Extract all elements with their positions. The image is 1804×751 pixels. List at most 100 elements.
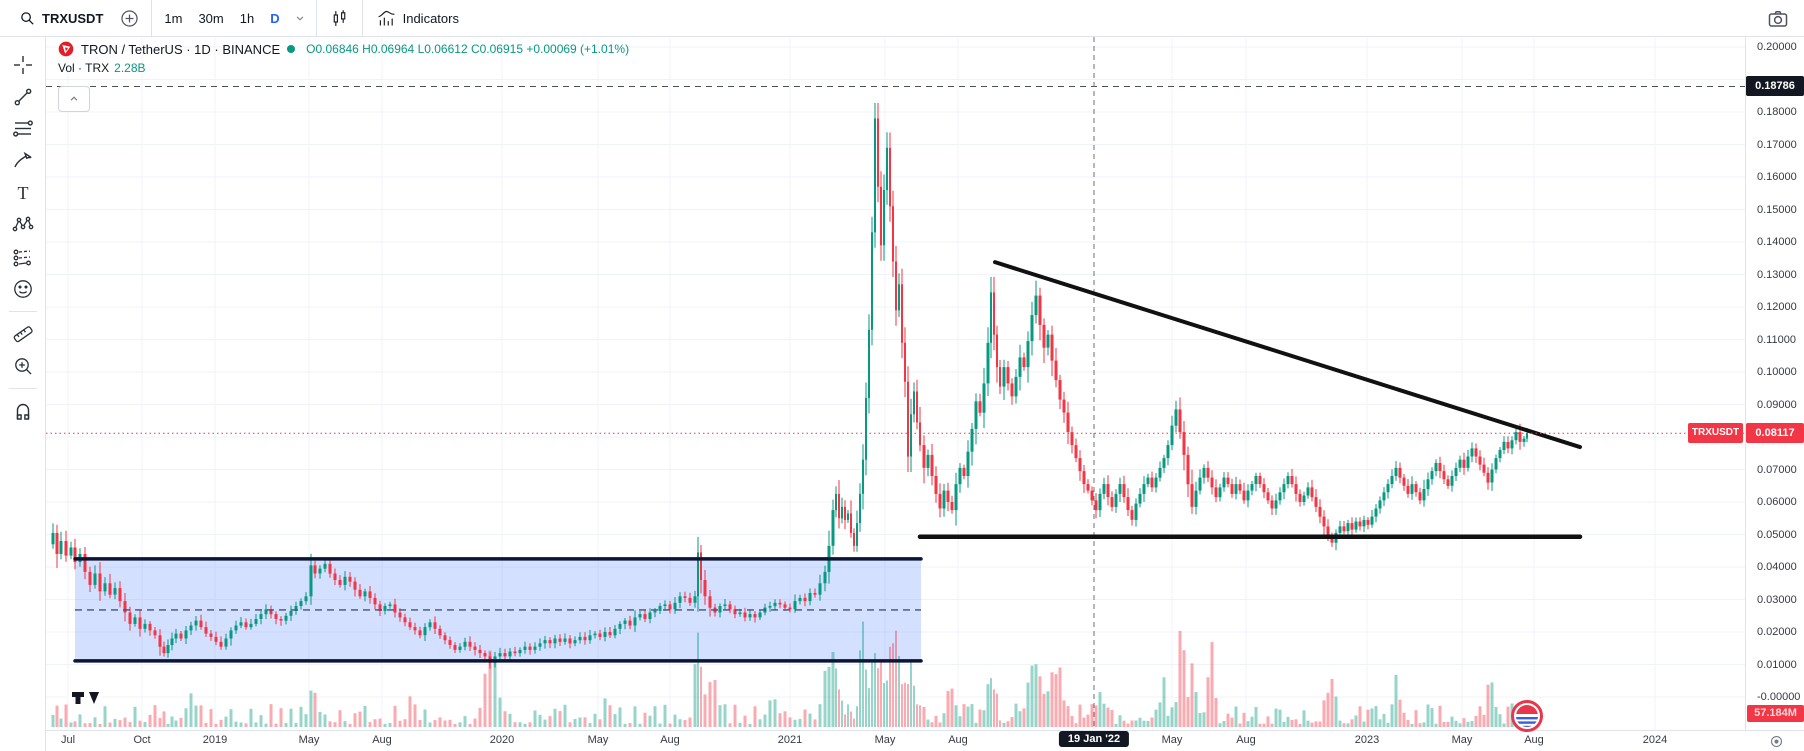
- zoom-in-icon: [14, 358, 31, 375]
- snapshot-button[interactable]: [1766, 7, 1790, 36]
- xabcd-pattern-icon: [12, 216, 33, 232]
- crosshair-tool[interactable]: [7, 49, 39, 81]
- price-tick-label: 0.17000: [1757, 138, 1797, 151]
- text-tool[interactable]: T: [7, 177, 39, 209]
- last-price-badge: 0.08117: [1746, 423, 1804, 444]
- toolbar-separator: [151, 0, 153, 37]
- axis-settings-icon[interactable]: [1769, 734, 1784, 751]
- indicators-label: Indicators: [402, 10, 459, 26]
- top-toolbar: TRXUSDT 1m 30m 1h D Indicators: [0, 0, 1804, 37]
- magnet-tool[interactable]: [7, 395, 39, 427]
- forecast-tool[interactable]: [7, 241, 39, 273]
- toolbar-separator: [8, 311, 37, 312]
- crosshair-icon: [13, 56, 32, 74]
- indicators-button[interactable]: Indicators: [367, 0, 468, 36]
- price-tick-label: 0.07000: [1757, 463, 1797, 476]
- search-icon: [21, 11, 34, 25]
- price-tick-label: 0.09000: [1757, 398, 1797, 411]
- price-tick-label: -0.00000: [1757, 691, 1801, 703]
- time-tick-label: Aug: [1236, 734, 1256, 746]
- price-tick-label: 0.16000: [1757, 171, 1797, 183]
- svg-text:T: T: [17, 183, 28, 203]
- time-tick-label: May: [874, 734, 896, 746]
- tron-logo-icon: [58, 41, 74, 57]
- price-tick-label: 0.15000: [1757, 203, 1797, 216]
- fib-retracement-icon: [12, 120, 33, 137]
- magnet-icon: [16, 403, 29, 420]
- ath-price-badge: 0.18786: [1746, 76, 1804, 97]
- camera-icon: [1768, 11, 1788, 27]
- price-tick-label: 0.13000: [1757, 268, 1797, 281]
- trend-line-tool[interactable]: [7, 81, 39, 113]
- market-status-dot-icon: [287, 45, 296, 53]
- time-tick-label: Jul: [60, 734, 76, 746]
- chart-title[interactable]: TRON / TetherUS · 1D · BINANCE: [81, 41, 281, 57]
- symbol-search-button[interactable]: TRXUSDT: [10, 0, 112, 36]
- text-icon: T: [17, 183, 28, 203]
- event-date-badge: 19 Jan '22: [1058, 731, 1130, 747]
- price-tick-label: 0.11000: [1757, 333, 1796, 346]
- price-tick-label: 0.12000: [1757, 301, 1797, 313]
- price-tick-label: 0.20000: [1757, 41, 1797, 53]
- time-tick-label: 2019: [202, 734, 228, 746]
- price-tick-label: 0.05000: [1757, 528, 1797, 541]
- tradingview-logo[interactable]: [62, 681, 108, 726]
- symbol-name: TRXUSDT: [42, 10, 104, 26]
- price-tick-label: 0.04000: [1757, 561, 1797, 573]
- toolbar-separator: [361, 0, 363, 37]
- last-price-symbol-badge: TRXUSDT: [1688, 423, 1743, 444]
- brush-icon: [13, 151, 32, 168]
- interval-1h[interactable]: 1h: [239, 10, 255, 26]
- forecast-icon: [13, 249, 31, 267]
- toolbar-separator: [8, 388, 37, 389]
- volume-study-label[interactable]: Vol · TRX: [58, 61, 110, 75]
- ruler-icon: [13, 326, 33, 343]
- interval-1d[interactable]: D: [270, 10, 280, 26]
- candlestick-style-icon: [333, 9, 345, 26]
- price-axis[interactable]: 0.20000 0.18000 0.17000 0.16000 0.15000 0.140…: [1745, 37, 1804, 730]
- time-tick-label: Aug: [372, 734, 392, 746]
- price-tick-label: 0.03000: [1757, 593, 1797, 606]
- compare-add-symbol-button[interactable]: [112, 0, 147, 36]
- legend: TRON / TetherUS · 1D · BINANCE O0.06846 …: [58, 41, 630, 76]
- time-axis[interactable]: Jul Oct 2019 May Aug 2020 May Aug 2021 May Aug May A…: [46, 730, 1804, 751]
- time-tick-label: 2020: [489, 734, 515, 746]
- volume-value-badge: 57.184M: [1747, 705, 1804, 722]
- time-tick-label: May: [1161, 734, 1183, 746]
- ohlc-values: O0.06846 H0.06964 L0.06612 C0.06915 +0.0…: [306, 42, 630, 56]
- drawing-toolbar: T: [0, 37, 46, 751]
- plus-circle-icon: [121, 9, 139, 27]
- volume-study-value: 2.28B: [114, 61, 146, 75]
- interval-30m[interactable]: 30m: [198, 10, 224, 26]
- chevron-down-icon: [296, 16, 303, 21]
- indicators-icon: [378, 10, 395, 25]
- price-tick-label: 0.02000: [1757, 626, 1797, 638]
- fib-retracement-tool[interactable]: [7, 113, 39, 145]
- chart-pane[interactable]: [46, 37, 1745, 730]
- time-tick-label: 2024: [1642, 734, 1668, 746]
- xabcd-pattern-tool[interactable]: [7, 209, 39, 241]
- time-tick-label: May: [1451, 734, 1473, 746]
- measure-tool[interactable]: [7, 318, 39, 350]
- toolbar-separator: [315, 0, 317, 37]
- emoji-icon: [13, 280, 32, 298]
- interval-1m[interactable]: 1m: [164, 10, 183, 26]
- trend-line-icon: [14, 88, 31, 106]
- brush-tool[interactable]: [7, 145, 39, 177]
- time-tick-label: Aug: [948, 734, 968, 746]
- zoom-in-tool[interactable]: [7, 350, 39, 382]
- price-tick-label: 0.10000: [1757, 366, 1797, 378]
- time-tick-label: 2021: [777, 734, 803, 746]
- emoji-tool[interactable]: [7, 273, 39, 305]
- price-tick-label: 0.06000: [1757, 496, 1797, 508]
- legend-collapse-button[interactable]: [58, 86, 90, 112]
- time-tick-label: Oct: [133, 734, 151, 746]
- time-tick-label: Aug: [660, 734, 680, 746]
- event-marker-icon[interactable]: [1511, 700, 1543, 737]
- price-tick-label: 0.14000: [1757, 236, 1797, 248]
- interval-menu-button[interactable]: [288, 0, 312, 36]
- chart-style-button[interactable]: [321, 0, 358, 36]
- time-tick-label: May: [298, 734, 320, 746]
